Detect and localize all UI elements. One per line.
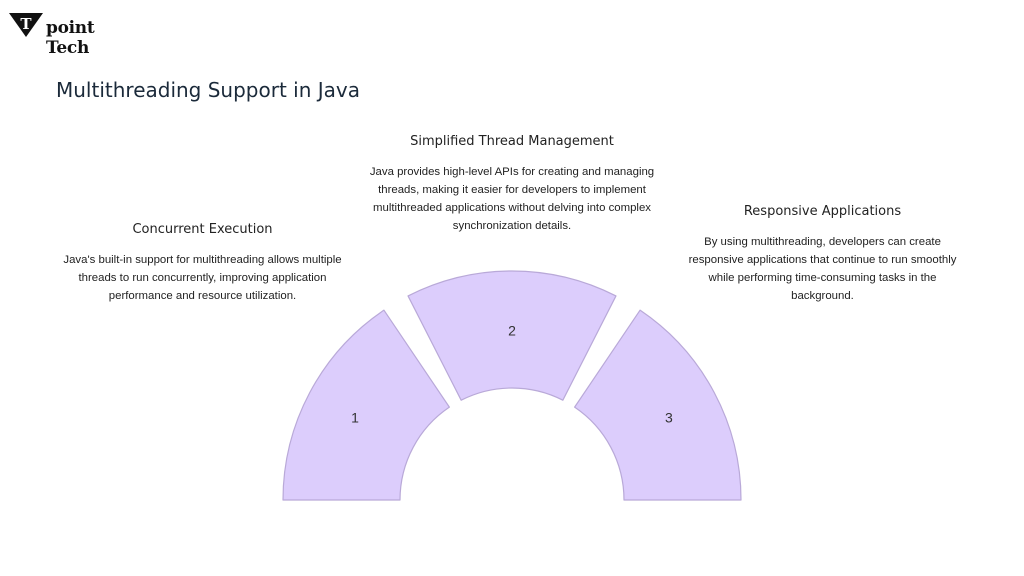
item-body: By using multithreading, developers can … bbox=[688, 236, 957, 302]
item-heading: Simplified Thread Management bbox=[410, 134, 614, 149]
segment-2 bbox=[407, 270, 617, 401]
logo-text: point Tech bbox=[46, 18, 95, 58]
item-heading: Responsive Applications bbox=[743, 204, 902, 219]
item-body: Java's built-in support for multithreadi… bbox=[63, 254, 342, 302]
segment-number: 2 bbox=[508, 323, 516, 339]
segment-number: 3 bbox=[665, 410, 673, 426]
logo-triangle-icon: T bbox=[9, 13, 43, 37]
item-heading: Concurrent Execution bbox=[132, 222, 273, 237]
svg-text:T: T bbox=[20, 15, 32, 33]
segment-number: 1 bbox=[351, 410, 359, 426]
page-title: Multithreading Support in Java bbox=[56, 78, 360, 102]
item-body: Java provides high-level APIs for creati… bbox=[369, 166, 655, 232]
logo: T point Tech bbox=[8, 8, 138, 58]
item-responsive-applications: Responsive Applications By using multith… bbox=[680, 204, 965, 305]
item-concurrent-execution: Concurrent Execution Java's built-in sup… bbox=[60, 222, 345, 305]
segment-1 bbox=[282, 309, 450, 501]
item-thread-management: Simplified Thread Management Java provid… bbox=[365, 134, 659, 235]
segment-3 bbox=[574, 309, 742, 501]
